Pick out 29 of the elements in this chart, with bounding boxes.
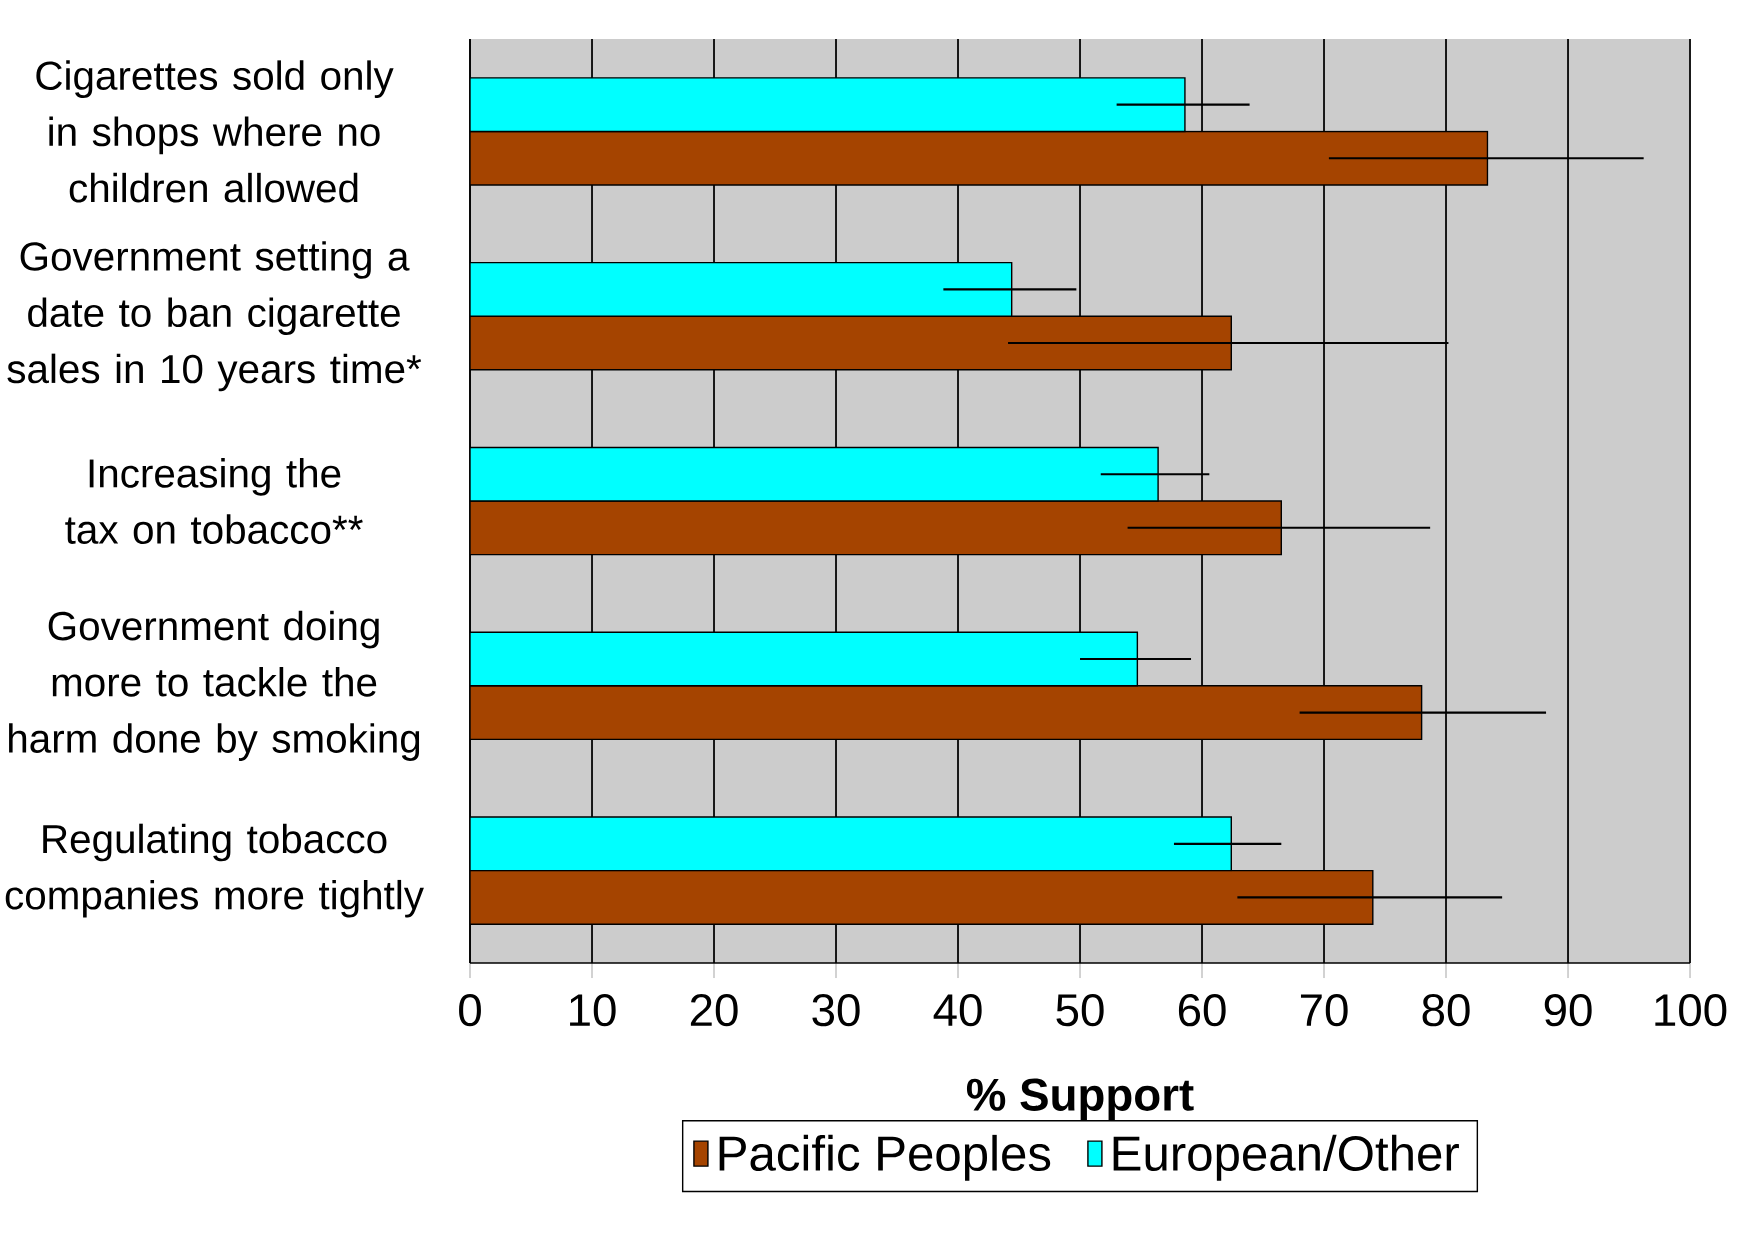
legend-label: European/Other <box>1113 1134 1459 1181</box>
bar <box>470 446 1159 502</box>
x-tick-label: 20 <box>690 993 738 1027</box>
y-tick-label: Cigarettes sold only in shops where no children allowed <box>36 60 394 203</box>
x-tick-label: 60 <box>1178 993 1226 1027</box>
bar <box>470 816 1233 872</box>
legend-label: Pacific Peoples <box>719 1134 1051 1181</box>
y-tick-label: Government setting a date to ban cigarette sales in 10 years time* <box>7 241 422 392</box>
x-tick-label: 90 <box>1544 993 1592 1027</box>
y-tick-label: Regulating tobacco companies more tightly <box>5 823 424 918</box>
bar <box>470 500 1283 556</box>
bar <box>470 315 1233 371</box>
x-tick-label: 50 <box>1056 993 1104 1027</box>
x-tick-label: 10 <box>570 993 616 1027</box>
x-tick-label: 70 <box>1300 993 1348 1027</box>
bar <box>470 869 1374 925</box>
x-tick-label: 100 <box>1655 993 1727 1027</box>
bar <box>470 685 1423 741</box>
bar <box>470 631 1139 687</box>
y-tick-label: Government doing more to tackle the harm done by smoking <box>9 610 420 761</box>
x-axis-title: % Support <box>966 1078 1194 1120</box>
x-tick-label: 30 <box>812 993 860 1027</box>
x-tick-label: 0 <box>459 993 481 1027</box>
bar <box>470 77 1186 133</box>
bar <box>470 261 1013 317</box>
y-tick-label: Increasing the tax on tobacco** <box>65 458 363 544</box>
x-tick-label: 40 <box>933 993 982 1027</box>
bar <box>470 130 1489 186</box>
x-tick-label: 80 <box>1422 993 1470 1027</box>
